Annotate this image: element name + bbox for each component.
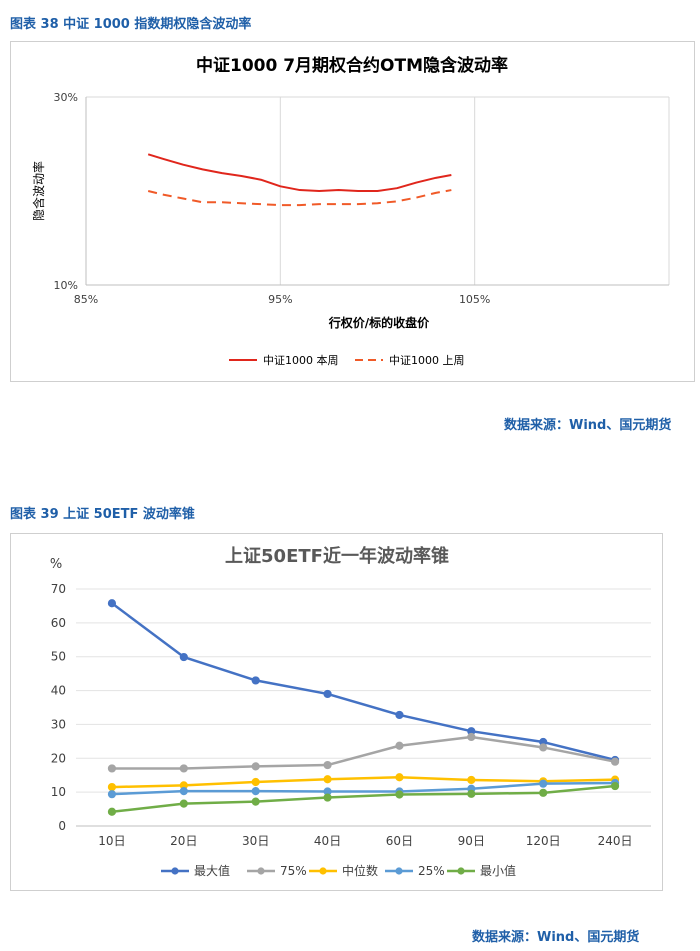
chart2-data-point xyxy=(107,807,117,816)
chart2-data-point xyxy=(467,775,476,785)
chart1-y-axis-label: 隐含波动率 xyxy=(31,161,46,221)
chart2-svg: 上证50ETF近一年波动率锥 % 0 10 20 30 40 50 60 70 10日 20日 30… xyxy=(50,545,651,878)
chart2-data-point xyxy=(395,741,404,750)
chart2-x-tick-label: 90日 xyxy=(458,834,485,848)
chart1-series-line-this-week xyxy=(147,153,452,192)
chart2-x-tick-label: 30日 xyxy=(242,834,269,848)
chart2-y-tick-label: 10 xyxy=(51,785,66,799)
chart2-legend-label: 中位数 xyxy=(342,863,378,878)
chart2-data-point xyxy=(251,777,260,787)
chart2-data-point xyxy=(539,788,548,797)
chart2-data-point xyxy=(323,760,332,770)
chart1-legend-label: 中证1000 本周 xyxy=(263,353,339,367)
chart1-title: 中证1000 7月期权合约OTM隐含波动率 xyxy=(196,55,508,76)
chart2-title: 上证50ETF近一年波动率锥 xyxy=(225,545,449,567)
chart2-y-tick-label: 20 xyxy=(51,751,66,765)
chart2-x-tick-label: 120日 xyxy=(526,834,561,848)
chart1-y-tick-label: 10% xyxy=(54,279,78,292)
chart1-x-tick-label: 95% xyxy=(268,293,292,306)
chart2-y-tick-label: 40 xyxy=(51,684,66,698)
chart2-series-line xyxy=(111,602,616,762)
figure-39-caption: 图表 39 上证 50ETF 波动率锥 xyxy=(10,507,195,522)
chart2-data-point xyxy=(107,599,117,608)
chart2-data-point xyxy=(395,773,404,782)
chart2-data-point xyxy=(251,787,260,796)
chart2-legend-marker xyxy=(457,867,465,875)
chart2-legend-marker xyxy=(395,867,403,875)
chart2-data-point xyxy=(251,797,260,806)
chart2-data-point xyxy=(179,799,188,808)
chart1-y-tick-label: 30% xyxy=(54,91,78,104)
chart2-data-point xyxy=(610,781,620,791)
chart2-data-point xyxy=(539,779,548,788)
chart2-legend-label: 最大值 xyxy=(194,863,230,878)
chart2-legend-marker xyxy=(171,867,179,875)
chart2-legend-label: 25% xyxy=(418,864,445,878)
chart2-data-point xyxy=(467,732,476,742)
chart2-y-tick-label: 70 xyxy=(51,582,66,596)
chart1-legend-label: 中证1000 上周 xyxy=(389,354,465,367)
chart2-data-point xyxy=(251,762,260,771)
chart2-x-tick-label: 40日 xyxy=(314,834,341,848)
chart1-svg: 中证1000 7月期权合约OTM隐含波动率 85% 95% 105% 30% 10% 隐… xyxy=(31,55,670,367)
chart2-series-line xyxy=(111,781,616,796)
chart2-data-point xyxy=(539,743,548,752)
source-note-1: 数据来源：Wind、国元期货 xyxy=(504,418,672,433)
chart2-data-point xyxy=(323,793,332,802)
chart1-x-axis-label: 行权价/标的收盘价 xyxy=(328,315,430,330)
figure-38-caption: 图表 38 中证 1000 指数期权隐含波动率 xyxy=(10,17,252,32)
chart2-data-point xyxy=(610,757,620,766)
chart2-x-tick-label: 240日 xyxy=(598,834,633,848)
chart2-x-tick-label: 60日 xyxy=(386,834,413,848)
chart2-series-line xyxy=(111,735,616,770)
chart2-data-point xyxy=(323,689,332,699)
chart2-data-point xyxy=(107,764,117,773)
chart2-data-point xyxy=(107,790,117,799)
chart2-legend-marker xyxy=(319,867,327,875)
chart2-data-point xyxy=(179,764,188,773)
chart2-data-point xyxy=(179,787,188,796)
chart2-data-point xyxy=(395,710,404,720)
chart2-panel: 上证50ETF近一年波动率锥 % 0 10 20 30 40 50 60 70 10日 20日 30… xyxy=(10,533,663,891)
chart1-x-tick-label: 85% xyxy=(74,293,98,306)
chart2-series-line xyxy=(111,775,616,789)
chart1-series-line-last-week xyxy=(147,189,452,207)
chart2-y-tick-label: 0 xyxy=(58,819,66,833)
chart2-data-point xyxy=(323,775,332,784)
chart2-data-point xyxy=(107,782,117,792)
chart1-panel: 中证1000 7月期权合约OTM隐含波动率 85% 95% 105% 30% 10% 隐… xyxy=(10,41,695,382)
chart2-y-tick-label: 50 xyxy=(51,650,66,664)
chart2-y-tick-label: 30 xyxy=(51,717,66,731)
chart2-data-point xyxy=(179,652,188,662)
chart2-x-tick-label: 10日 xyxy=(98,834,125,848)
chart2-y-unit: % xyxy=(50,557,62,572)
chart2-legend-marker xyxy=(257,867,265,875)
chart2-x-tick-label: 20日 xyxy=(170,834,197,848)
chart2-y-tick-label: 60 xyxy=(51,616,66,630)
chart2-data-point xyxy=(251,676,260,685)
chart1-x-tick-label: 105% xyxy=(459,293,490,306)
chart2-data-point xyxy=(395,790,404,799)
chart2-legend-label: 最小值 xyxy=(480,863,516,878)
chart2-data-point xyxy=(467,789,476,798)
chart2-legend-label: 75% xyxy=(280,864,307,878)
source-note-2: 数据来源：Wind、国元期货 xyxy=(472,930,640,945)
chart2-series-line xyxy=(111,784,616,814)
